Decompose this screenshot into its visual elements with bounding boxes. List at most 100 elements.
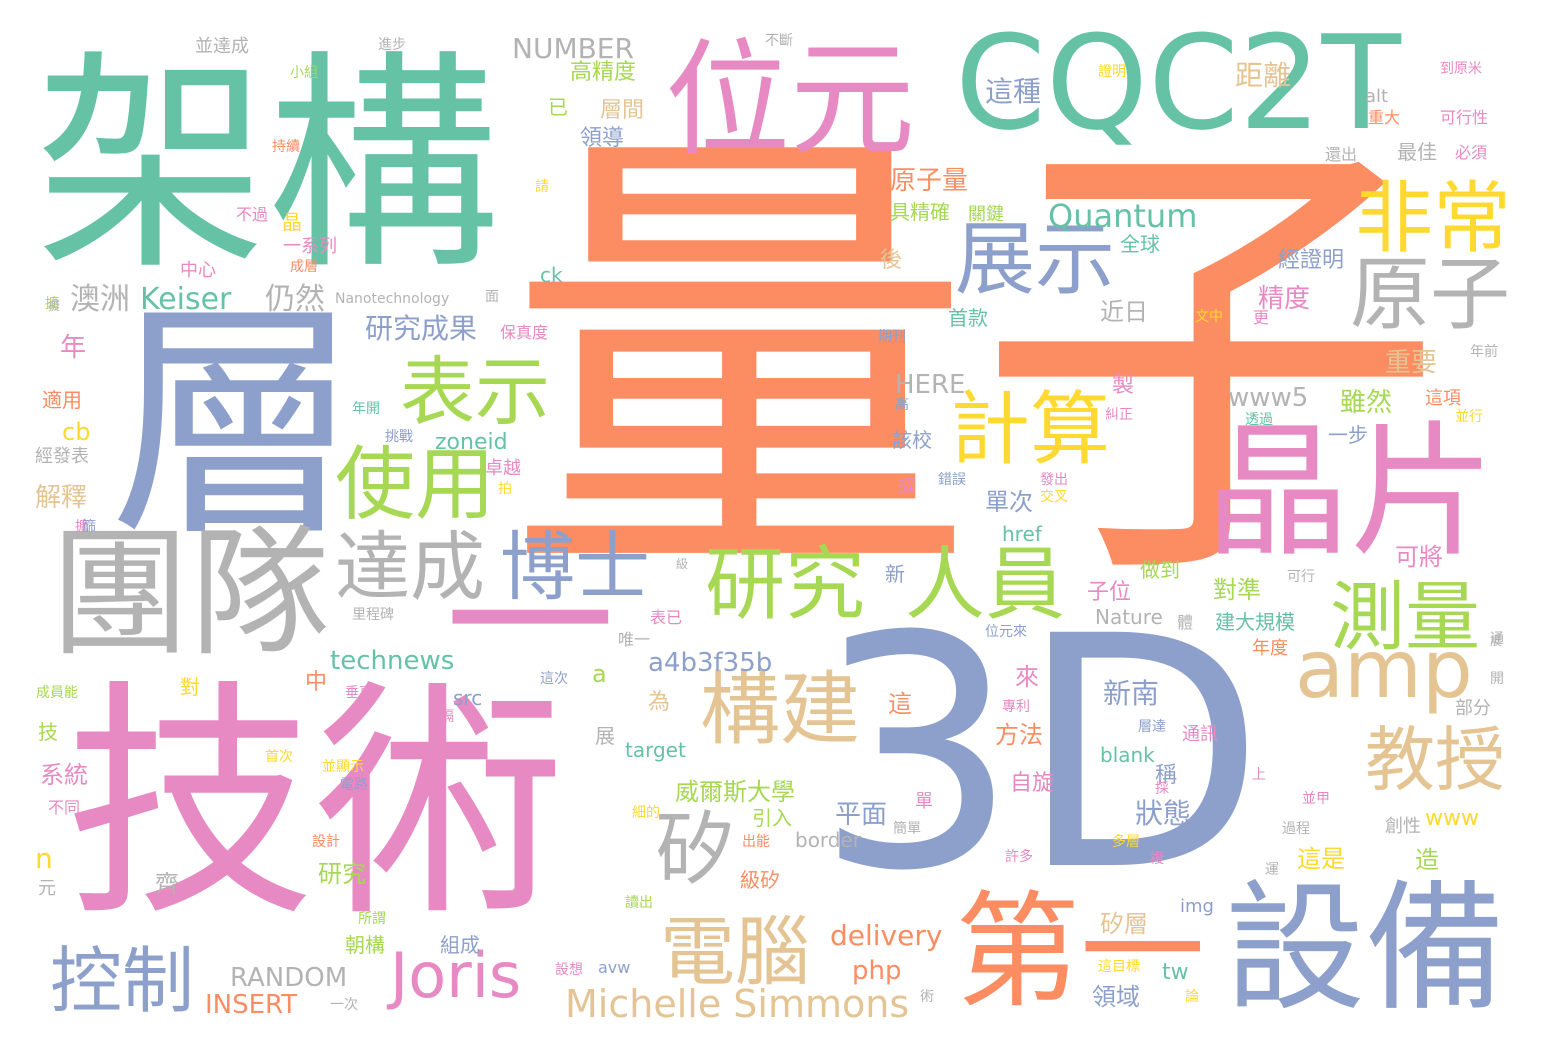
word-renyuan: 人員 xyxy=(905,538,1065,631)
word-bufen: 部分 xyxy=(1455,698,1491,719)
word-zhanlve: 展 xyxy=(595,724,615,748)
word-chengtiao: 稱 xyxy=(1155,763,1178,788)
word-ju: 運 xyxy=(1265,862,1279,878)
word-hou2: 擴 xyxy=(75,519,89,535)
word-yiding: 一次 xyxy=(330,997,358,1013)
word-ge: 隔 xyxy=(440,709,454,725)
word-xilu: 電路 xyxy=(340,777,368,793)
word-suiran: 雖然 xyxy=(1340,388,1393,418)
word-tw: tw xyxy=(1162,960,1189,985)
word-weiyuanlai: 位元來 xyxy=(985,624,1027,640)
word-xitong: 系統 xyxy=(40,761,88,789)
word-dui: 對 xyxy=(180,675,200,699)
word-fachu: 發出 xyxy=(1040,472,1068,488)
word-niankai: 年開 xyxy=(352,401,380,417)
word-jing: 晶 xyxy=(282,210,302,234)
word-xinnan: 新南 xyxy=(1103,677,1160,710)
word-a: a xyxy=(592,660,607,688)
word-php: php xyxy=(852,956,902,986)
word-buduan: 不斷 xyxy=(765,33,793,49)
word-jiaoshou: 教授 xyxy=(1365,719,1505,801)
word-quantum: Quantum xyxy=(1048,197,1198,235)
word-zhongyao: 重要 xyxy=(1385,348,1438,378)
word-www: www xyxy=(1425,806,1479,831)
word-n: n xyxy=(35,842,53,875)
word-zhongda: 重大 xyxy=(1368,108,1401,127)
word-zhao: 造 xyxy=(1415,846,1439,874)
word-zhengming: 證明 xyxy=(1098,64,1126,80)
word-zhe: 這 xyxy=(888,690,912,718)
word-jiucuo: 糾正 xyxy=(1105,407,1133,423)
word-guisi: 矽層 xyxy=(1100,910,1148,938)
word-xuduo: 許多 xyxy=(1005,849,1033,865)
word-dacheng: 達成 xyxy=(335,523,486,611)
word-fangfa: 方法 xyxy=(995,721,1043,749)
word-jingzhengming: 經證明 xyxy=(1278,248,1345,273)
word-butong: 不同 xyxy=(48,798,81,817)
word-aozhou: 澳洲 xyxy=(70,282,130,317)
word-guan: 開 xyxy=(1490,671,1504,687)
word-kuo: 擴 xyxy=(898,476,916,497)
word-pingmian: 平面 xyxy=(835,800,888,830)
word-jingdu: 精度 xyxy=(1258,284,1311,314)
word-delivery: delivery xyxy=(830,919,943,952)
word-huanchu: 還出 xyxy=(1325,145,1358,164)
word-href: href xyxy=(1002,522,1042,546)
word-gao: 高 xyxy=(895,397,909,413)
word-jinbu: 進步 xyxy=(378,37,406,53)
word-michelle: Michelle Simmons xyxy=(565,982,910,1026)
word-xuchu: 讀出 xyxy=(625,895,653,911)
word-biaoshi: 表示 xyxy=(400,348,551,436)
word-a4b3: a4b3f35b xyxy=(648,648,773,678)
word-kexingxing: 可行性 xyxy=(1440,108,1489,127)
word-biaoyi: 表已 xyxy=(650,608,683,627)
word-jingfabiao: 經發表 xyxy=(35,446,89,467)
word-number: NUMBER xyxy=(512,32,634,65)
word-hou: 後 xyxy=(880,248,903,273)
word-jisuan: 計算 xyxy=(950,383,1110,476)
word-tong: 通 xyxy=(1490,631,1504,647)
word-mian: 面 xyxy=(485,289,499,305)
word-yanjiu: 研究 xyxy=(705,538,865,631)
word-yuanziliang: 原子量 xyxy=(890,166,969,196)
word-img: img xyxy=(1180,896,1214,917)
word-zhexiang: 這項 xyxy=(1425,388,1461,409)
word-qing: 請 xyxy=(535,179,549,195)
word-zheci: 這次 xyxy=(540,671,568,687)
word-jingpian: 晶片 xyxy=(1205,408,1495,577)
word-weiyuan: 位元 xyxy=(665,28,915,173)
word-cengtuo: 層達 xyxy=(1138,719,1166,735)
word-wei: 為 xyxy=(648,690,671,715)
word-zhongxin: 中心 xyxy=(180,260,216,281)
word-jianzhong: 建大規模 xyxy=(1215,610,1295,634)
word-bingxianshi: 並顯示 xyxy=(322,759,364,775)
word-www5: www5 xyxy=(1228,383,1309,413)
word-cengjian: 層間 xyxy=(600,98,645,123)
word-weiyi: 唯一 xyxy=(618,630,651,649)
word-shoukuan: 首款 xyxy=(948,306,988,330)
word-shebei: 設備 xyxy=(1225,868,1506,1031)
word-shiyong: 使用 xyxy=(335,438,495,531)
word-bingxing: 並行 xyxy=(1455,409,1483,425)
word-zhezhong: 這種 xyxy=(985,75,1042,108)
word-yinru: 引入 xyxy=(752,806,792,830)
word-nian: 年 xyxy=(60,333,87,363)
word-zhemubiao: 這目標 xyxy=(1098,959,1140,975)
word-zhuangtai: 狀態 xyxy=(1135,797,1192,830)
word-shouci: 首次 xyxy=(265,749,293,765)
word-bixu: 必須 xyxy=(1455,143,1488,162)
word-xi: 矽 xyxy=(655,803,735,896)
word-ck: ck xyxy=(540,263,563,287)
word-liangzi: 量子 xyxy=(505,91,1445,638)
word-nanotech: Nanotechnology xyxy=(335,291,450,307)
word-cuowu: 錯誤 xyxy=(938,472,966,488)
word-keji: 可將 xyxy=(1395,543,1443,571)
word-diannao: 電腦 xyxy=(660,908,811,996)
word-shu: 術 xyxy=(920,989,934,1005)
word-dan: 單 xyxy=(915,791,933,812)
word-guocheng: 過程 xyxy=(1282,821,1310,837)
word-yibu: 一步 xyxy=(1328,423,1368,447)
word-duoceng: 多層 xyxy=(1112,834,1140,850)
word-qi: 齊 xyxy=(155,870,179,898)
